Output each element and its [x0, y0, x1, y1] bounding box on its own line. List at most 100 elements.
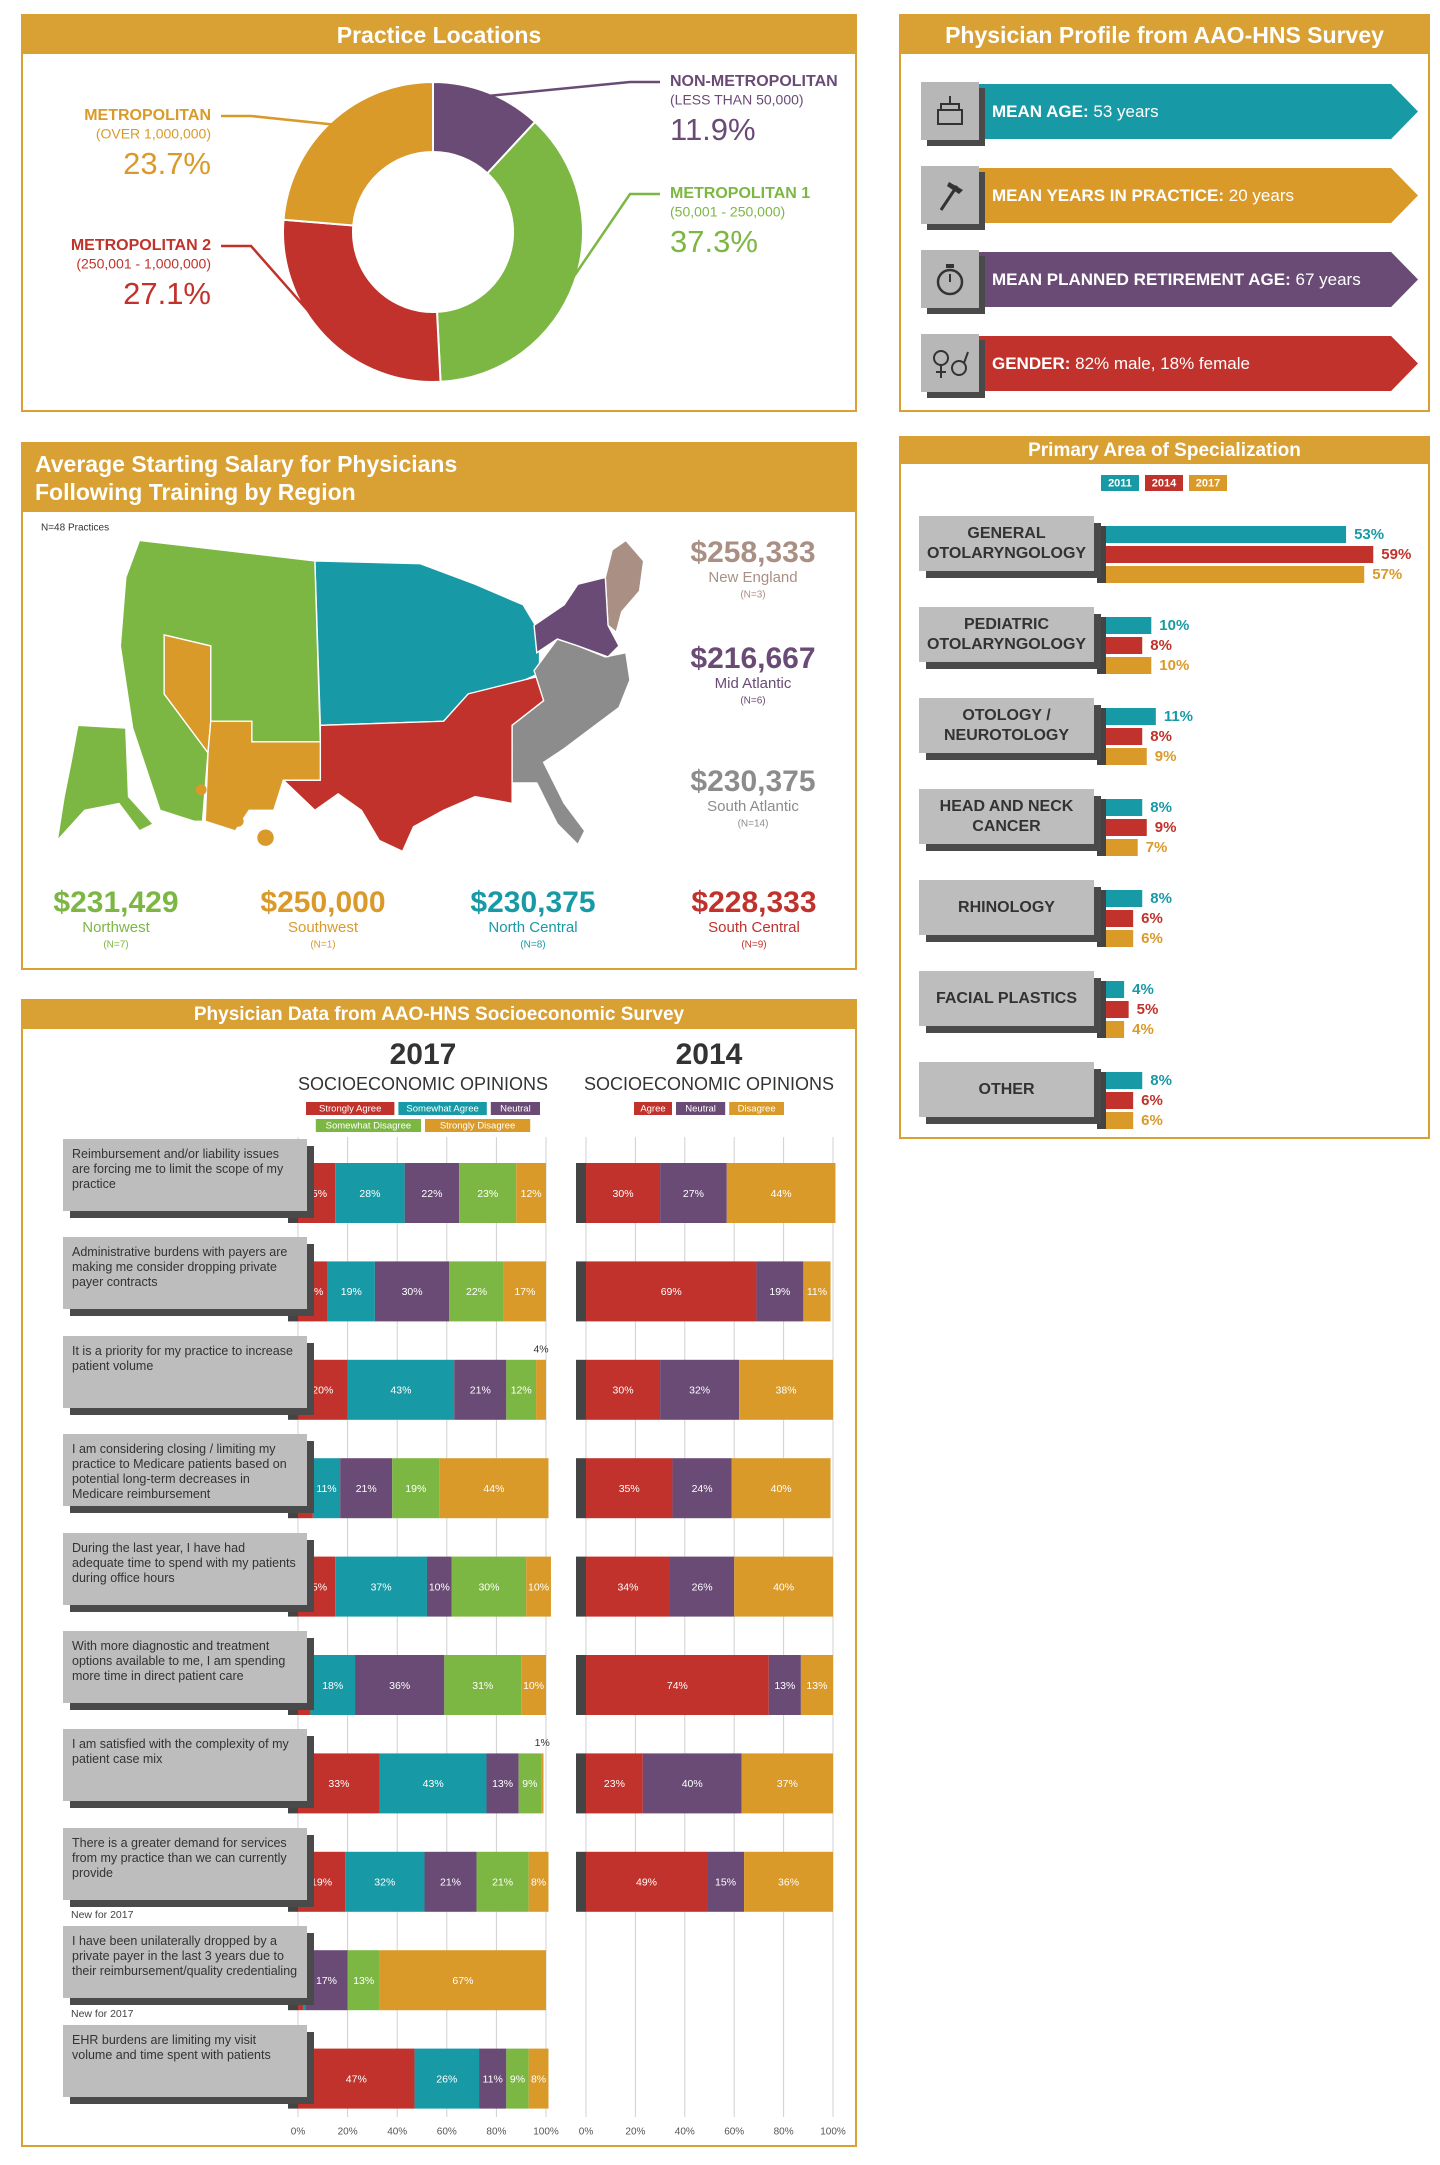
x-tick-label: 60%	[724, 2127, 744, 2138]
survey-panel: Physician Data from AAO-HNS Socioeconomi…	[21, 999, 857, 2147]
bar-segment	[459, 1163, 517, 1223]
bar-value-label: 11%	[1164, 708, 1193, 725]
segment-label: 22%	[466, 1286, 487, 1298]
bar-segment	[521, 1655, 546, 1715]
profile-icon	[921, 250, 979, 308]
practice-locations-panel: Practice Locations NON-METROPOLITAN (LESS…	[21, 14, 857, 412]
icon-shape	[937, 96, 963, 125]
bar-segment	[660, 1359, 740, 1420]
panel-body: 2017 SOCIOECONOMIC OPINIONS Strongly Agree…	[23, 1029, 855, 2145]
bar-base	[576, 1556, 586, 1617]
slice-label: METROPOLITAN 1	[670, 185, 810, 202]
leader-line	[569, 192, 660, 283]
map-region	[281, 675, 545, 853]
segment-label: 67%	[452, 1975, 473, 1987]
region-name: South Central	[708, 919, 800, 936]
panel-body: 2011 2014 2017 53% 59% 57% 10% 8% 10% 11% 8% 9% 8% 9%…	[901, 464, 1428, 1137]
map-region	[604, 539, 645, 634]
bar-segment	[503, 1261, 546, 1322]
category-label: HEAD AND NECK CANCER	[919, 789, 1094, 844]
bar-segment	[803, 1261, 831, 1322]
x-tick-label: 100%	[820, 2127, 846, 2138]
bar	[1106, 708, 1156, 725]
bar-segment	[756, 1261, 804, 1322]
bar-segment	[506, 1359, 537, 1420]
bar-segment	[586, 1163, 661, 1223]
region-value: $231,429	[53, 886, 178, 919]
segment-label: 20%	[312, 1385, 333, 1397]
statement: Administrative burdens with payers are m…	[63, 1237, 307, 1310]
bar-value-label: 8%	[1150, 728, 1172, 745]
bar-value-label: 8%	[1150, 799, 1172, 816]
statement: With more diagnostic and treatment optio…	[63, 1631, 307, 1703]
bar-segment	[355, 1655, 445, 1715]
bar-segment	[586, 1261, 757, 1322]
profile-label: MEAN AGE:	[992, 102, 1089, 121]
bar-base	[576, 1261, 586, 1322]
legend-label: Somewhat Agree	[406, 1104, 478, 1115]
legend-label: Disagree	[738, 1104, 776, 1115]
bar-value-label: 9%	[1155, 819, 1177, 836]
bar-base	[1097, 981, 1106, 1038]
icon-shape	[936, 264, 964, 296]
x-tick-label: 80%	[774, 2127, 794, 2138]
legend-label: Neutral	[500, 1104, 531, 1115]
statement: Reimbursement and/or liability issues ar…	[63, 1139, 307, 1211]
bar	[1106, 1001, 1129, 1018]
bar-segment	[516, 1163, 546, 1223]
donut-slice	[282, 80, 434, 227]
bar-value-label: 10%	[1159, 617, 1189, 634]
category-label: OTHER	[919, 1062, 1094, 1117]
bar-segment	[586, 1655, 769, 1715]
icon-shape	[933, 350, 949, 366]
segment-label: 9%	[510, 2073, 525, 2085]
map-region	[56, 724, 155, 843]
chart-subtitle: SOCIOECONOMIC OPINIONS	[298, 1074, 548, 1094]
statement: I am considering closing / limiting my p…	[63, 1434, 307, 1507]
panel-title: Physician Profile from AAO-HNS Survey	[901, 16, 1428, 54]
region-n: (N=8)	[520, 940, 545, 951]
bar	[1106, 819, 1147, 836]
slice-value: 37.3%	[670, 224, 758, 259]
statement: I am satisfied with the complexity of my…	[63, 1729, 307, 1802]
us-map	[56, 539, 645, 853]
bar-base	[1097, 890, 1106, 947]
statement: During the last year, I have had adequat…	[63, 1532, 307, 1605]
bar-segment	[305, 1950, 348, 2011]
legend-label: 2017	[1196, 477, 1220, 489]
bar-value-label: 53%	[1354, 526, 1384, 543]
panel-body: MEAN AGE: 53 years MEAN YEARS IN PRACTICE…	[901, 54, 1428, 410]
bar	[1106, 617, 1152, 634]
profile-banner: GENDER: 82% male, 18% female	[970, 336, 1418, 391]
bar-segment	[404, 1163, 460, 1223]
region-name: South Atlantic	[707, 798, 799, 815]
segment-label: 15%	[306, 1188, 327, 1200]
region-value: $216,667	[690, 642, 815, 675]
legend-swatch	[425, 1119, 531, 1132]
segment-label: 32%	[689, 1385, 710, 1397]
segment-label: 11%	[316, 1483, 336, 1495]
bar	[1106, 546, 1374, 563]
statement: There is a greater demand for services f…	[63, 1827, 307, 1900]
segment-label: 36%	[778, 1877, 799, 1889]
icon-shape	[937, 109, 963, 125]
legend-label: Somewhat Disagree	[326, 1121, 412, 1132]
segment-label: 12%	[521, 1188, 542, 1200]
bar-segment	[768, 1655, 801, 1715]
bar	[1106, 839, 1138, 856]
specialization-chart: 2011 2014 2017 53% 59% 57% 10% 8% 10% 11% 8% 9% 8% 9%…	[1097, 475, 1411, 1129]
region-n: (N=1)	[310, 940, 335, 951]
segment-label: 34%	[617, 1581, 638, 1593]
legend-label: Strongly Disagree	[440, 1121, 516, 1132]
panel-header: Average Starting Salary for Physicians F…	[23, 444, 855, 512]
segment-label: 21%	[440, 1877, 461, 1889]
legend-swatch	[1101, 475, 1139, 491]
panel-body: NON-METROPOLITAN (LESS THAN 50,000) 11.9% M…	[23, 54, 855, 410]
bar-value-label: 4%	[1132, 1021, 1154, 1038]
bar-segment	[669, 1556, 735, 1617]
x-tick-label: 100%	[533, 2127, 559, 2138]
segment-label: 40%	[771, 1483, 792, 1495]
legend-swatch	[729, 1102, 784, 1115]
bar-base	[576, 1753, 586, 1814]
profile-label: MEAN PLANNED RETIREMENT AGE:	[992, 270, 1291, 289]
